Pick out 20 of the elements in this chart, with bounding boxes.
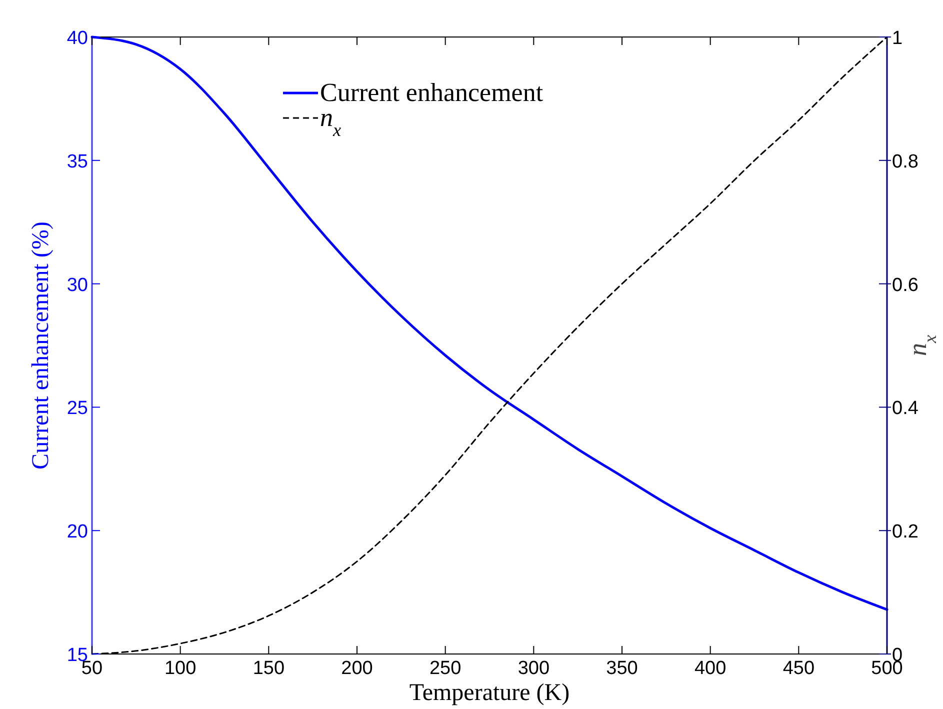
- y-tick-label: 30: [66, 274, 88, 296]
- x-tick-label: 450: [782, 658, 815, 679]
- x-tick-label: 300: [518, 658, 550, 679]
- x-axis-title: Temperature (K): [409, 680, 570, 706]
- y-tick-label: 20: [66, 522, 88, 543]
- x-tick-label: 200: [341, 658, 373, 679]
- y2-tick-label: 0.8: [892, 151, 918, 172]
- y-tick-label: 35: [66, 151, 88, 172]
- y2-tick-label: 0.2: [892, 522, 918, 543]
- y-tick-label: 25: [66, 398, 88, 420]
- x-tick-label: 250: [429, 658, 462, 679]
- y2-tick-label: 0.4: [892, 398, 919, 420]
- y2-tick-label: 1: [892, 28, 903, 49]
- x-tick-label: 350: [606, 658, 638, 679]
- y-tick-label: 40: [66, 28, 88, 49]
- x-tick-label: 400: [694, 658, 726, 679]
- x-tick-label: 100: [164, 658, 196, 679]
- y-axis-title: Current enhancement (%): [28, 222, 54, 470]
- y2-tick-label: 0.6: [892, 274, 918, 296]
- x-tick-label: 150: [252, 658, 285, 679]
